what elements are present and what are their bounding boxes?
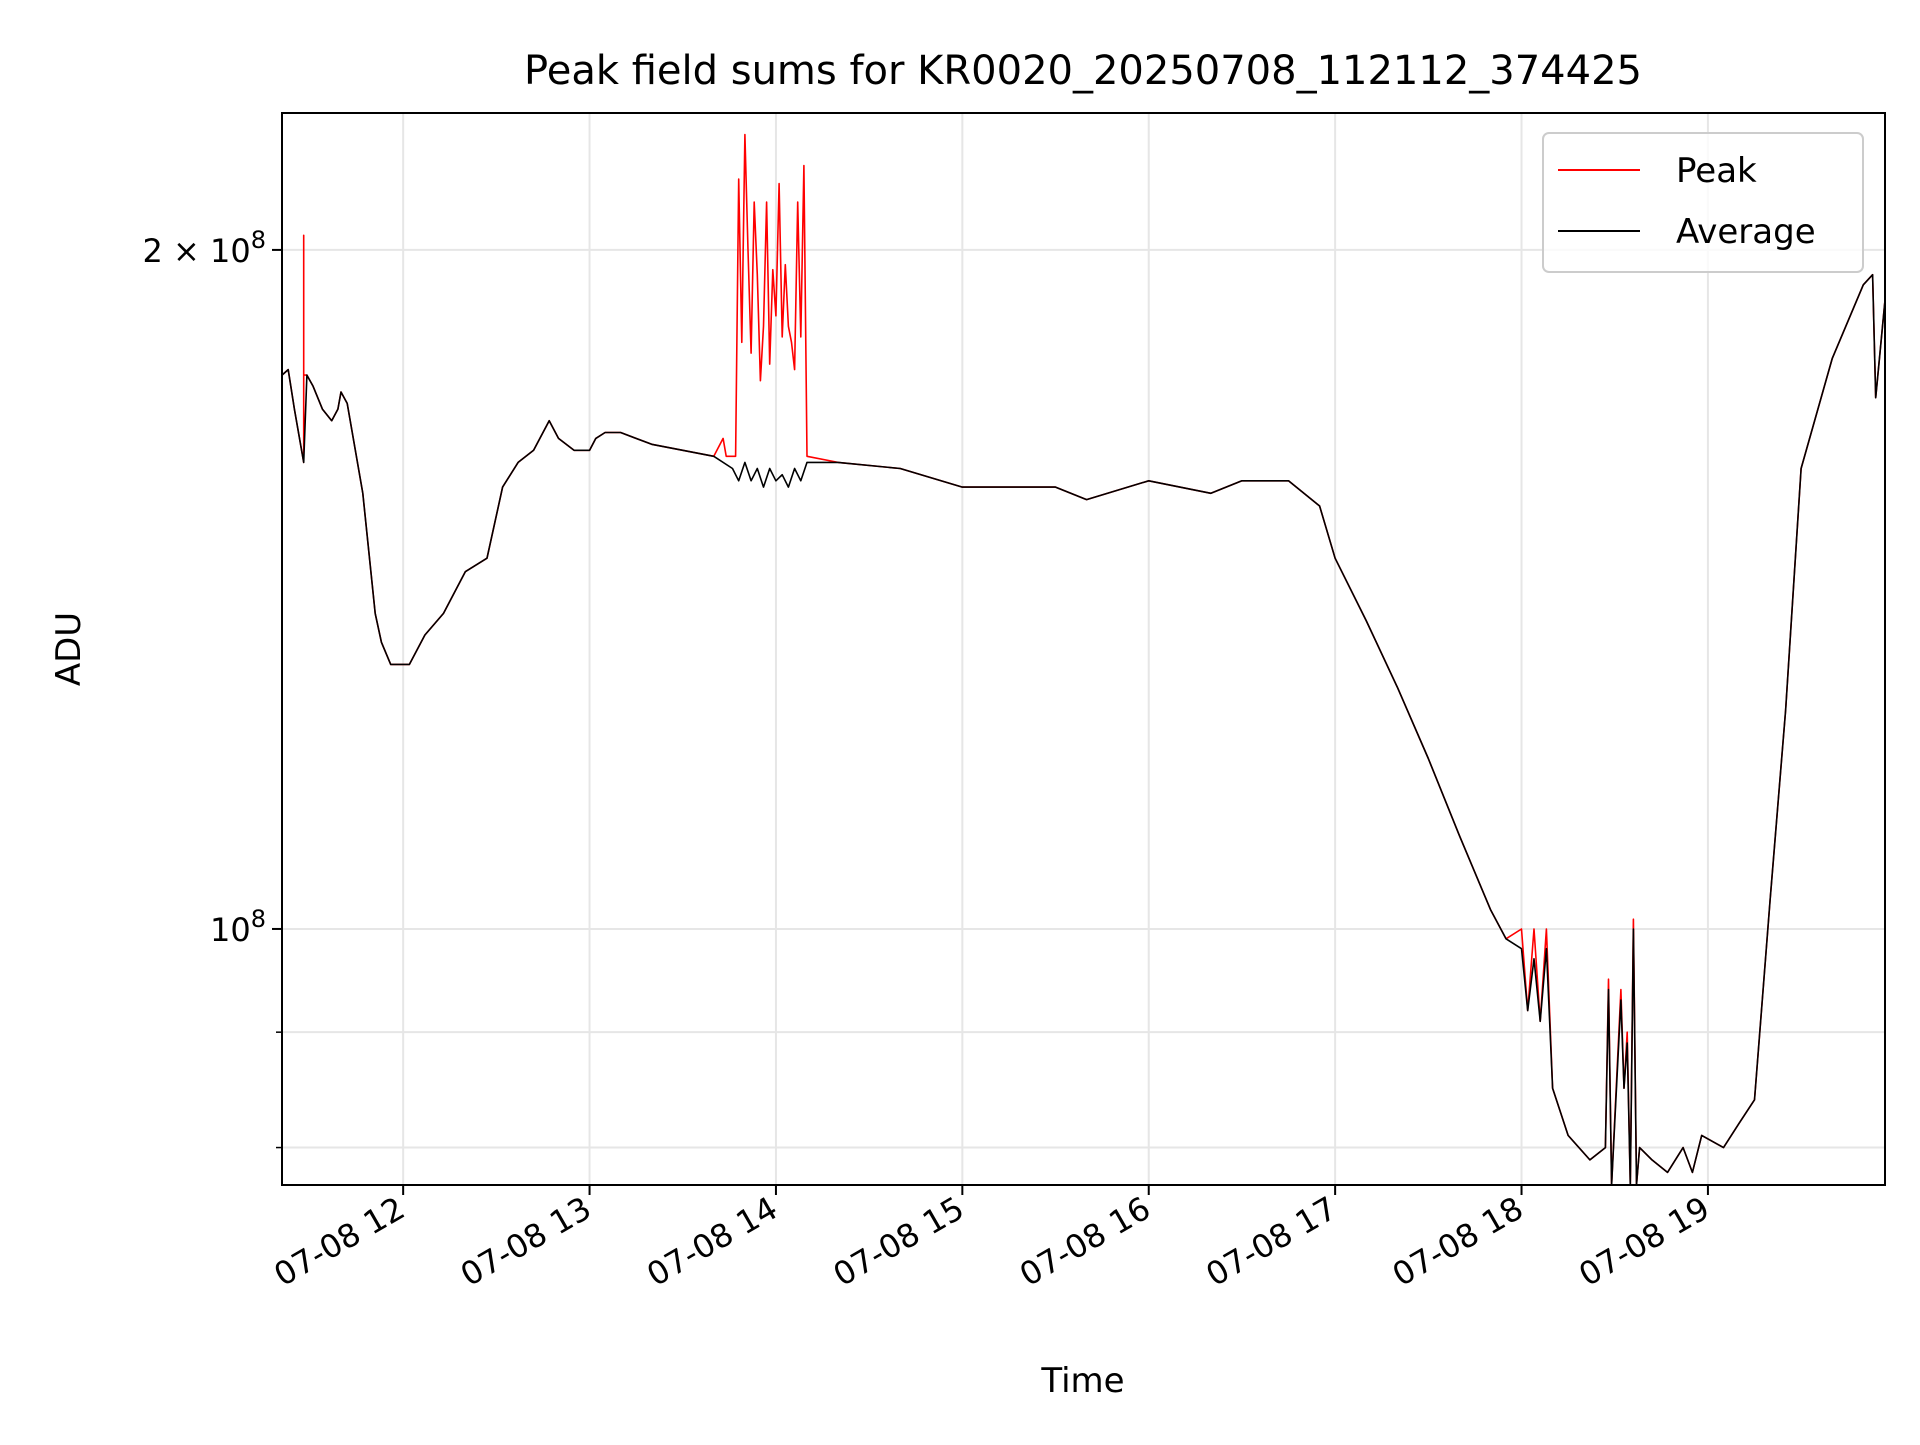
y-tick-label: 108	[210, 905, 266, 949]
series-layer	[282, 133, 1885, 1185]
legend-peak-label: Peak	[1676, 151, 1757, 191]
plot-frame	[281, 112, 1886, 1186]
y-tick-label: 2 × 108	[142, 226, 266, 270]
legend-average-label: Average	[1676, 212, 1816, 252]
chart-title: Peak field sums for KR0020_20250708_1121…	[524, 48, 1642, 94]
legend: Peak Average	[1542, 132, 1864, 273]
legend-frame	[1542, 132, 1864, 273]
y-axis-label: ADU	[49, 612, 89, 686]
series-line-average	[282, 273, 1885, 1185]
x-axis-label: Time	[1040, 1361, 1124, 1401]
